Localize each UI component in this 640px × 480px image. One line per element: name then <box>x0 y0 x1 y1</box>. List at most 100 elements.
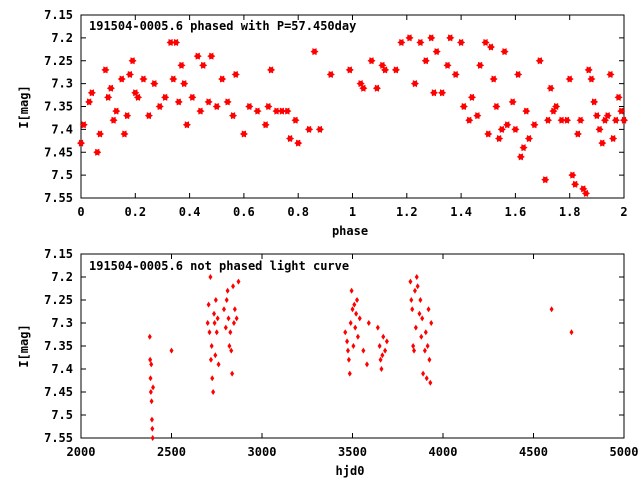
data-point <box>427 34 436 42</box>
x-tick-label: 0.8 <box>287 205 309 219</box>
ticks-group: 2000 2500 3000 3500 4000 4500 5000 7.15 7.2 7.25 7… <box>44 247 638 459</box>
data-point <box>417 310 422 317</box>
data-point <box>410 306 415 313</box>
data-point <box>524 135 534 143</box>
data-point <box>215 315 220 322</box>
data-point <box>557 116 566 124</box>
data-point <box>204 98 213 106</box>
y-tick-label: 7.4 <box>51 122 73 136</box>
x-tick-label: 0.4 <box>179 205 201 219</box>
y-tick-label: 7.35 <box>44 339 73 353</box>
data-point <box>223 98 232 106</box>
data-point <box>120 130 129 138</box>
data-point <box>343 329 348 336</box>
data-point <box>112 107 121 115</box>
data-point <box>223 324 228 331</box>
data-point <box>359 84 368 92</box>
x-tick-label: 2500 <box>157 445 186 459</box>
data-point <box>210 375 215 382</box>
data-point <box>218 75 227 83</box>
y-tick-label: 7.15 <box>44 8 73 22</box>
y-tick-label: 7.3 <box>51 77 73 91</box>
data-point <box>264 103 273 110</box>
data-point <box>345 347 350 354</box>
data-point <box>411 343 416 349</box>
data-point <box>367 57 376 65</box>
data-point <box>216 361 221 368</box>
data-point <box>423 329 428 336</box>
data-point <box>519 144 528 152</box>
y-tick-label: 7.2 <box>51 31 73 45</box>
data-point <box>182 121 191 129</box>
data-point <box>592 112 601 120</box>
data-point <box>415 283 420 290</box>
x-tick-label: 1.4 <box>450 205 472 219</box>
data-point <box>595 125 604 133</box>
unphased-light-curve-panel: 191504-0005.6 not phased light curve hjd… <box>17 247 638 478</box>
x-tick-label: 4000 <box>429 445 458 459</box>
data-point <box>349 287 354 294</box>
data-point <box>412 287 417 294</box>
data-point <box>212 310 217 317</box>
data-point <box>326 70 335 78</box>
data-point <box>106 84 115 92</box>
data-point <box>571 180 580 188</box>
data-point <box>234 315 239 322</box>
data-point <box>353 324 358 331</box>
data-point <box>294 139 303 147</box>
data-point <box>576 116 585 124</box>
data-point <box>188 93 197 101</box>
data-point <box>409 297 414 303</box>
data-point <box>446 34 455 42</box>
data-point <box>569 329 574 336</box>
x-tick-label: 2 <box>620 205 627 219</box>
data-point <box>144 112 153 120</box>
data-point <box>346 356 351 363</box>
data-point <box>500 48 509 56</box>
y-tick-label: 7.35 <box>44 100 73 114</box>
data-point <box>148 356 153 363</box>
data-point <box>212 320 217 326</box>
data-point <box>606 70 615 78</box>
data-point <box>267 66 276 74</box>
phased-light-curve-panel: 191504-0005.6 phased with P=57.450day ph… <box>17 8 629 238</box>
data-point <box>345 66 354 74</box>
data-point <box>229 347 234 354</box>
data-point <box>193 52 202 60</box>
data-point <box>412 347 417 354</box>
y-tick-label: 7.5 <box>51 408 73 422</box>
data-point <box>516 153 525 161</box>
data-point <box>213 297 218 303</box>
data-point <box>226 315 231 322</box>
y-tick-label: 7.15 <box>44 247 73 261</box>
y-tick-label: 7.4 <box>51 362 73 376</box>
data-point <box>405 34 414 42</box>
data-point <box>364 361 369 368</box>
y-tick-label: 7.2 <box>51 270 73 284</box>
data-point <box>467 93 476 101</box>
data-point <box>573 130 582 138</box>
x-tick-label: 3000 <box>248 445 277 459</box>
data-point <box>484 130 493 138</box>
data-point <box>231 320 236 326</box>
data-point <box>229 112 238 120</box>
data-point <box>150 435 155 441</box>
data-point <box>375 324 380 331</box>
data-point <box>422 347 427 354</box>
data-point <box>541 176 550 184</box>
data-point <box>177 61 186 69</box>
data-point <box>584 66 593 74</box>
data-point <box>171 38 181 46</box>
x-tick-label: 5000 <box>610 445 639 459</box>
data-point <box>166 38 175 46</box>
x-tick-label: 4500 <box>519 445 548 459</box>
data-point <box>614 93 623 101</box>
data-point <box>522 107 531 115</box>
data-point <box>345 338 350 345</box>
data-point <box>543 116 553 124</box>
data-point <box>148 375 153 382</box>
data-point <box>598 139 607 147</box>
data-point <box>366 320 371 326</box>
data-point <box>245 103 254 110</box>
